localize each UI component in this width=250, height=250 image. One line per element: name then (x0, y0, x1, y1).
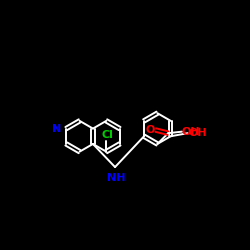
Text: OH: OH (188, 128, 207, 138)
Text: Cl: Cl (102, 130, 114, 140)
Text: NH: NH (107, 173, 126, 183)
Text: O: O (146, 125, 155, 135)
Text: N: N (52, 124, 62, 134)
Text: OH: OH (182, 127, 201, 137)
